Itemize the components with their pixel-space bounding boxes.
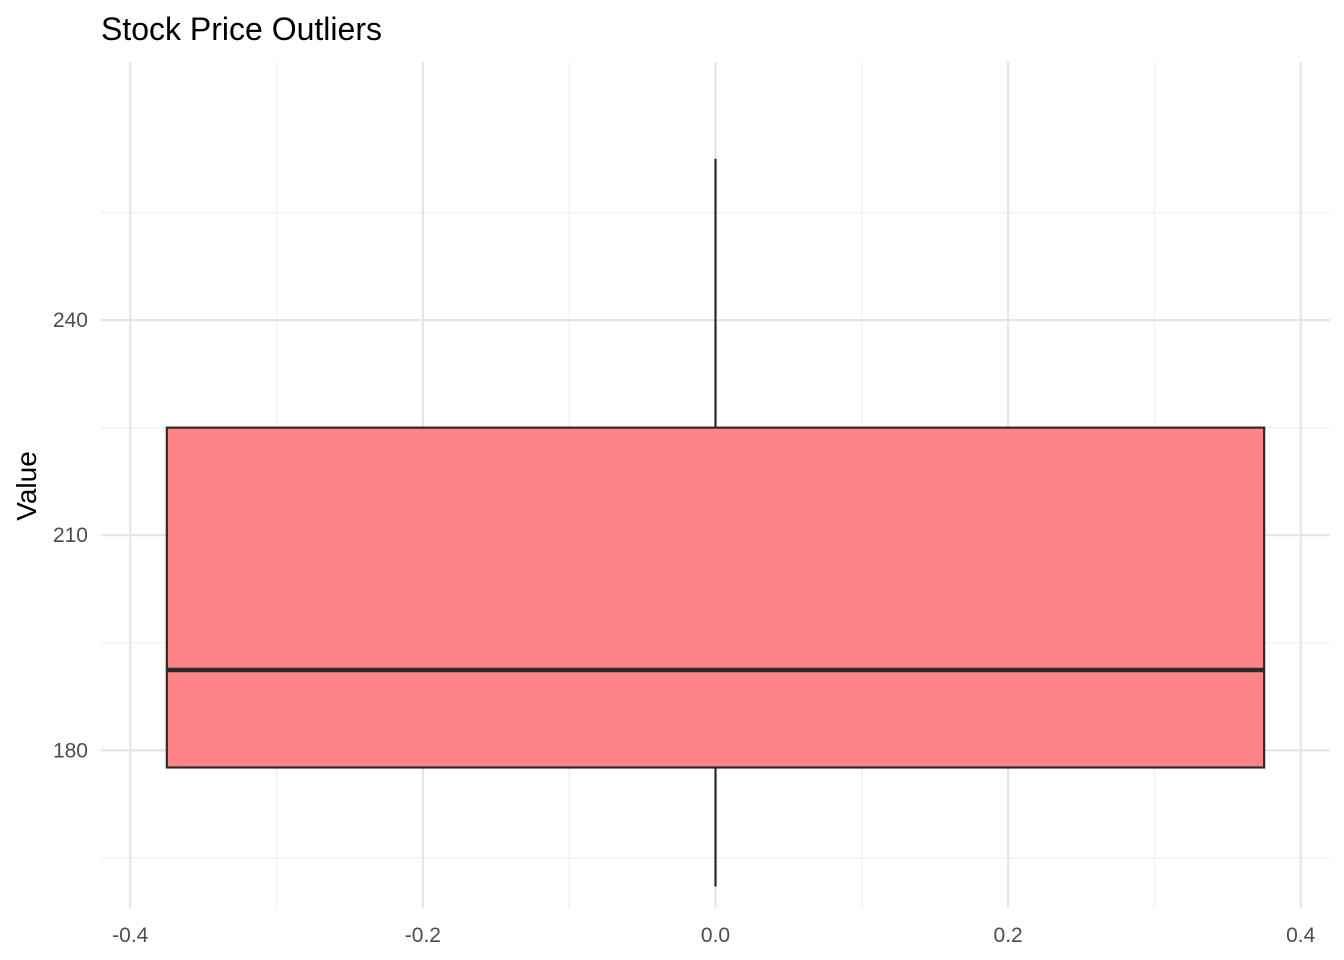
y-axis-ticks: 180 210 240 — [53, 309, 88, 762]
x-tick-label: 0.2 — [994, 924, 1023, 947]
iqr-box — [165, 426, 1266, 769]
chart-title: Stock Price Outliers — [101, 11, 382, 47]
box-plot — [165, 158, 1266, 887]
y-tick-label: 240 — [53, 309, 88, 332]
y-tick-label: 210 — [53, 524, 88, 547]
x-axis-ticks: -0.4 -0.2 0.0 0.2 0.4 — [112, 924, 1315, 947]
x-tick-label: 0.0 — [701, 924, 730, 947]
x-tick-label: -0.2 — [405, 924, 441, 947]
x-tick-label: 0.4 — [1286, 924, 1316, 947]
y-axis-label: Value — [11, 451, 42, 521]
y-tick-label: 180 — [53, 739, 88, 762]
x-tick-label: -0.4 — [112, 924, 149, 947]
